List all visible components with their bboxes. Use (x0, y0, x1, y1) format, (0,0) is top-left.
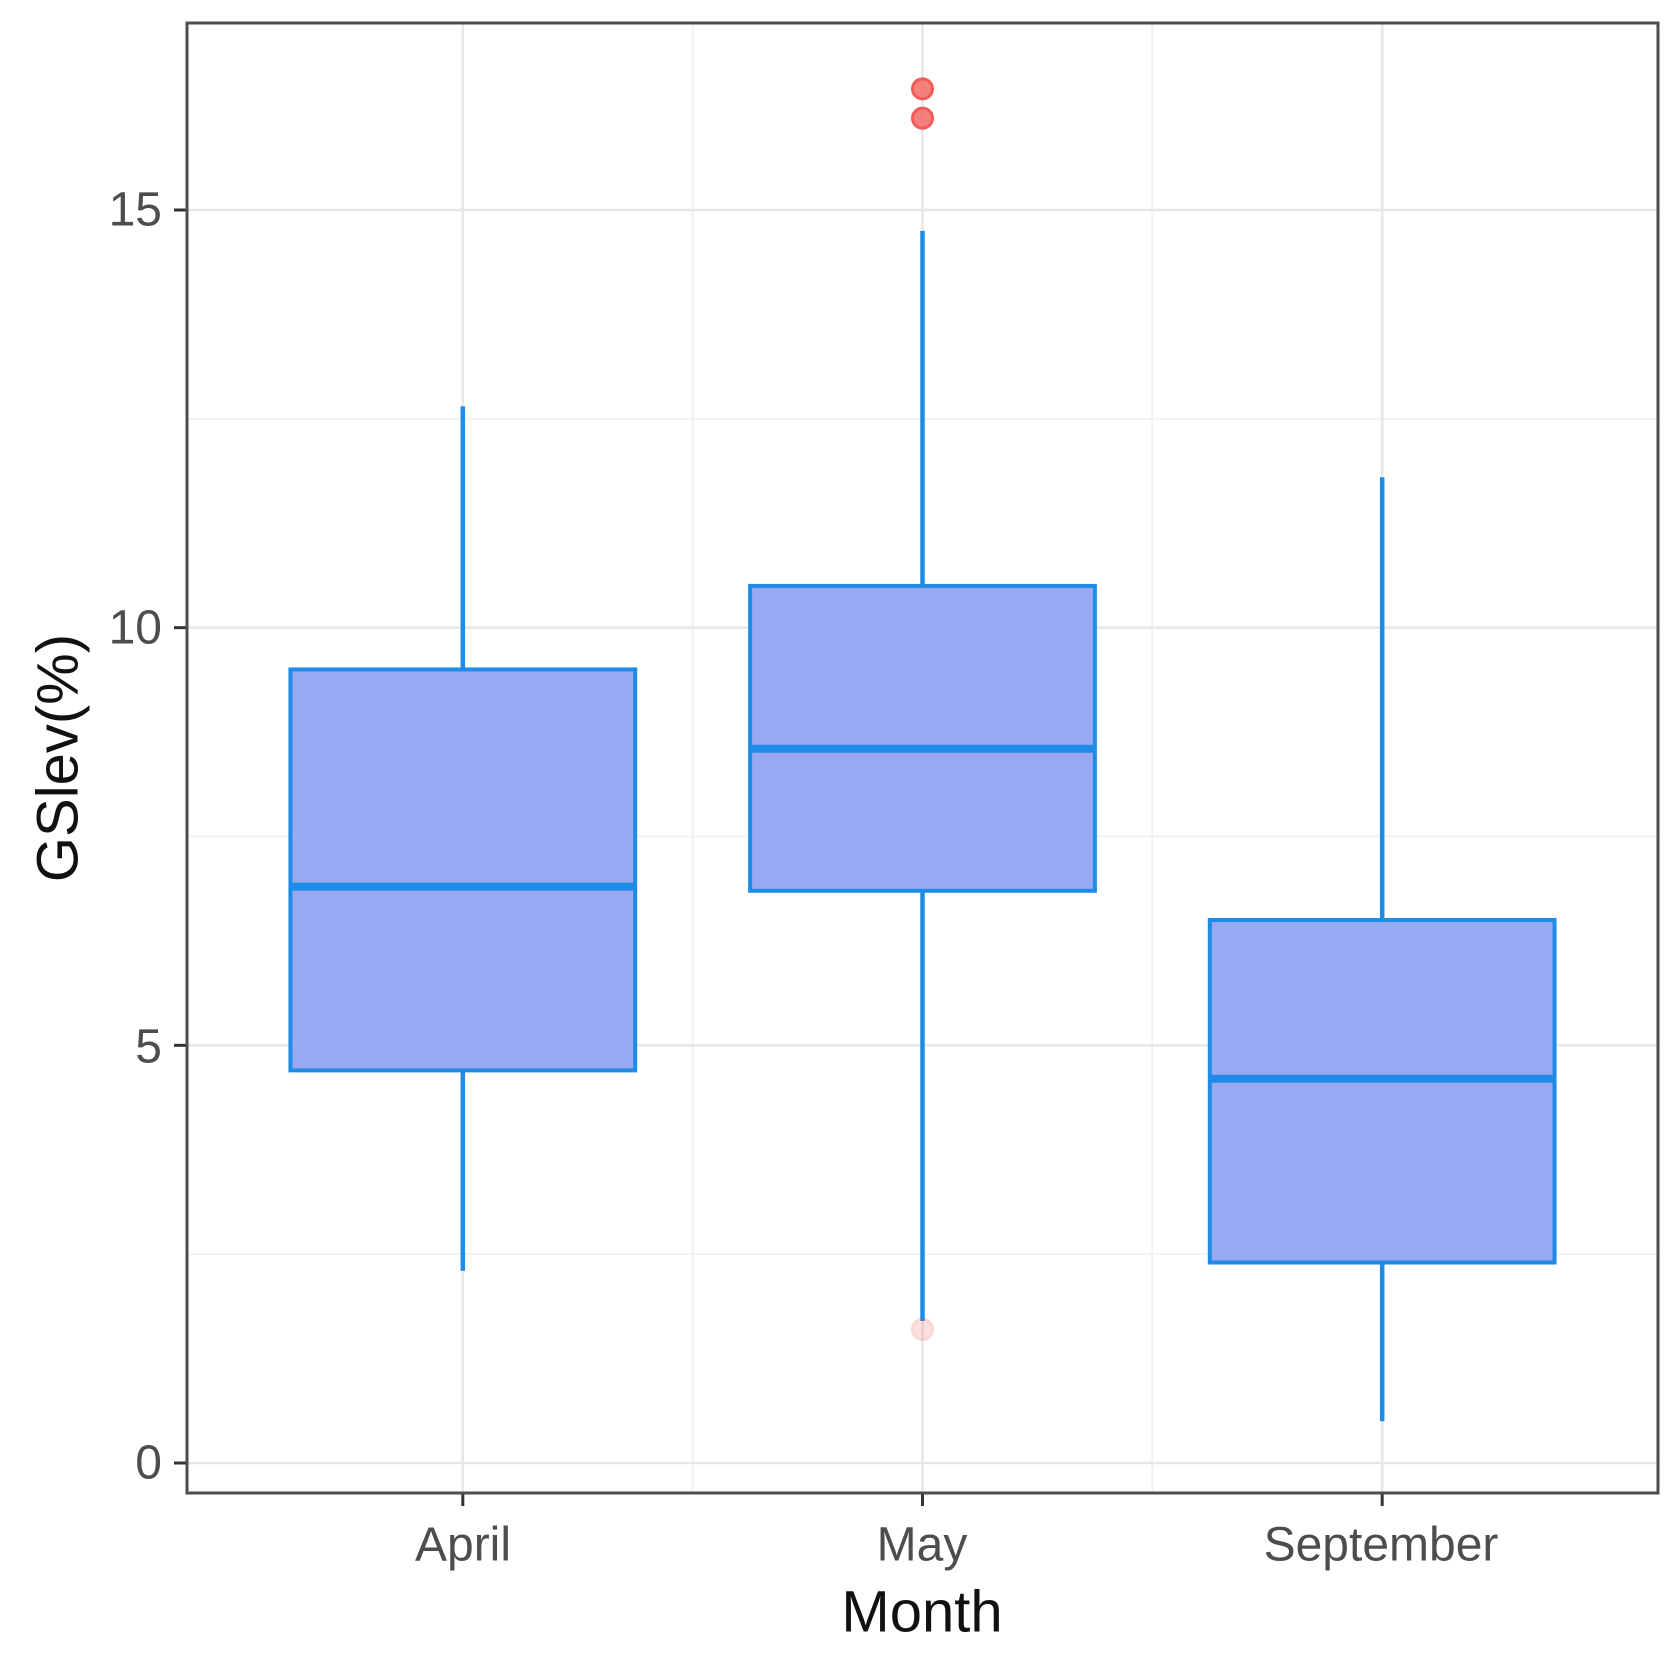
y-tick-label-15: 15 (109, 184, 162, 237)
box-may (748, 583, 1097, 893)
panel-border (185, 21, 1660, 1495)
x-tick-label-april: April (415, 1519, 511, 1572)
tick-marks-layer (174, 208, 1384, 1506)
y-tick-label-5: 5 (135, 1021, 162, 1074)
y-tick-label-0: 0 (135, 1437, 162, 1490)
boxplots-layer (288, 230, 1557, 1422)
x-axis-title: Month (841, 1580, 1002, 1645)
y-tick-label-10: 10 (109, 602, 162, 655)
outlier-point-may (911, 106, 934, 130)
outliers-layer (911, 77, 934, 1341)
box-april (288, 667, 638, 1073)
x-tick-label-may: May (877, 1519, 968, 1572)
outlier-point-may (911, 77, 934, 101)
outlier-point-faint-may (911, 1317, 934, 1341)
y-axis-title: GSlev(%) (26, 634, 91, 882)
box-september (1207, 918, 1557, 1265)
x-tick-label-september: September (1264, 1519, 1499, 1572)
